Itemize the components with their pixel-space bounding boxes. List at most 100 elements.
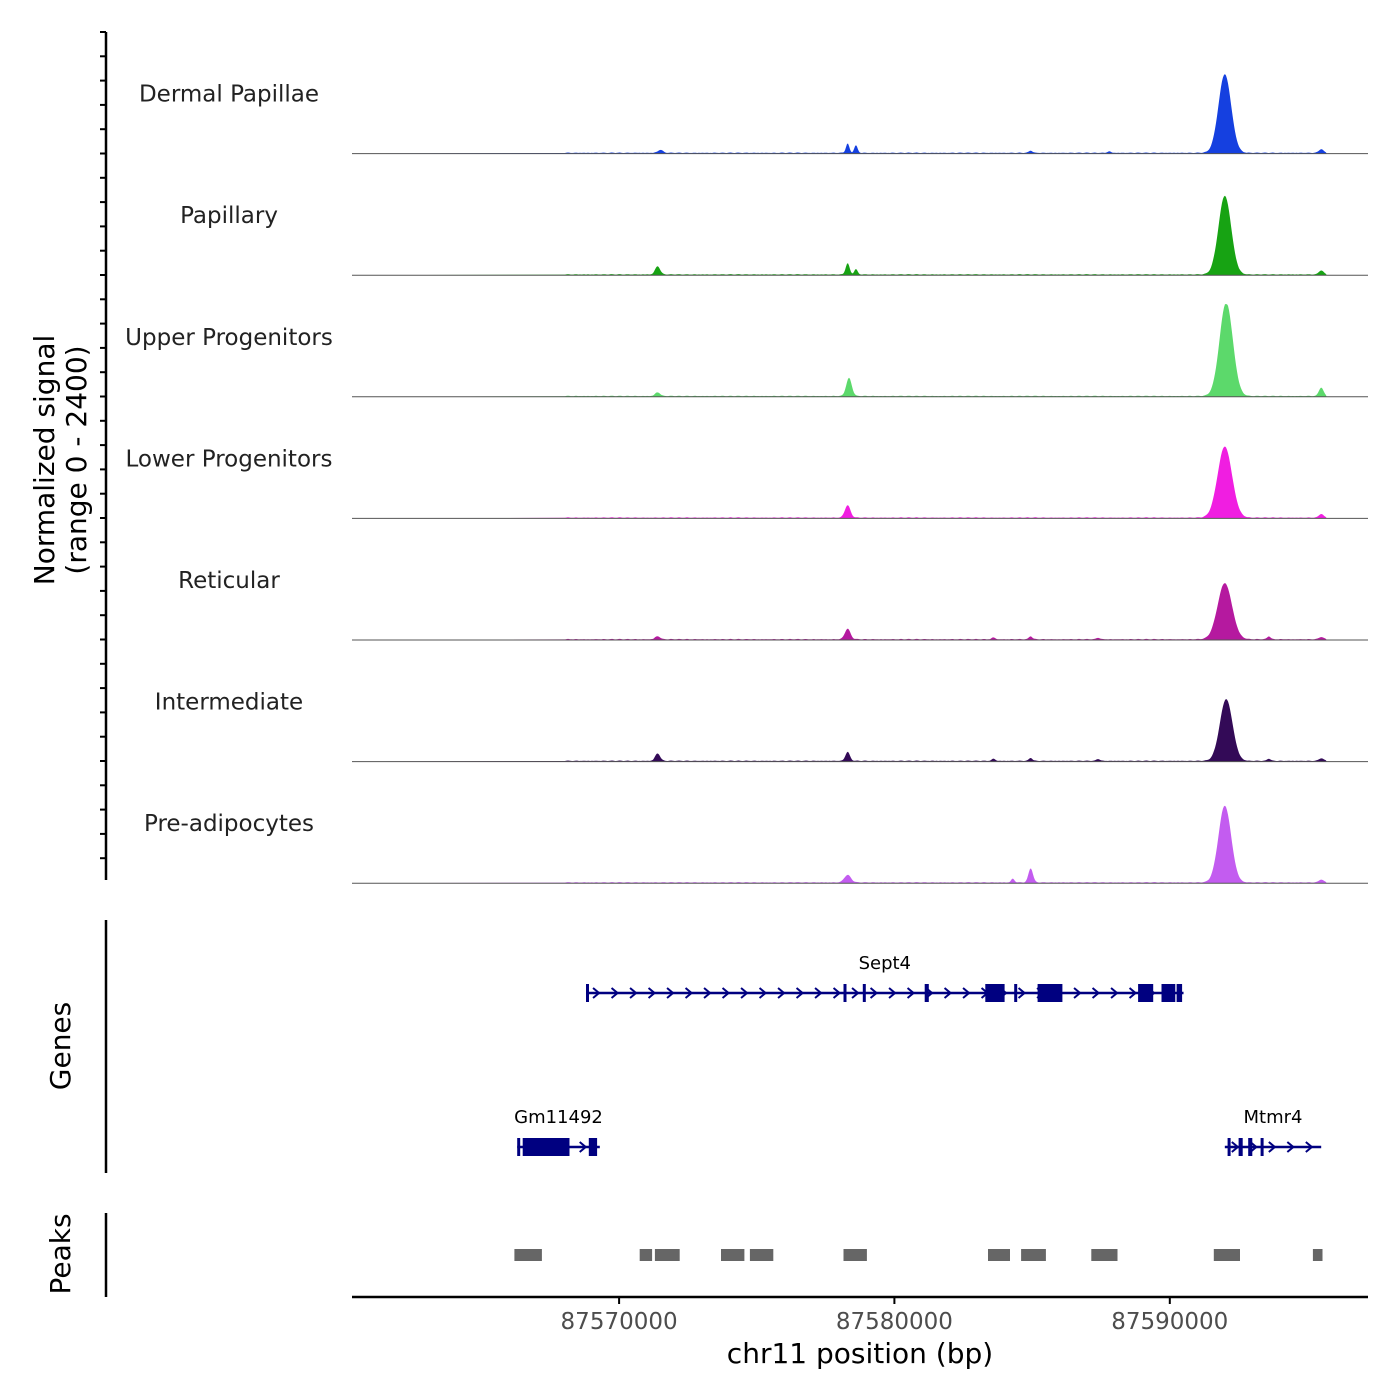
peak-region: [1091, 1249, 1118, 1261]
peak-region: [988, 1249, 1010, 1261]
peak-region: [639, 1249, 653, 1261]
strand-arrow: [1268, 1141, 1277, 1153]
track-label: Dermal Papillae: [139, 82, 319, 108]
x-tick-label: 87580000: [836, 1309, 953, 1335]
track-reticular: Reticular: [178, 568, 1368, 641]
strand-arrow: [1128, 987, 1138, 999]
strand-arrow: [684, 987, 694, 999]
genes-track: Sept4 Gm11492 Mtmr4: [104, 920, 1322, 1173]
track-label: Lower Progenitors: [126, 446, 333, 472]
track-label: Pre-adipocytes: [144, 811, 314, 837]
signal-area: [352, 583, 1327, 640]
strand-arrow: [943, 987, 953, 999]
x-tick-label: 87570000: [561, 1309, 678, 1335]
signal-area: [352, 805, 1327, 884]
strand-arrow: [1231, 1141, 1240, 1153]
strand-arrow: [1305, 1141, 1314, 1153]
exon: [1161, 984, 1176, 1002]
exon: [924, 984, 929, 1002]
peak-region: [1312, 1249, 1323, 1261]
signal-area: [352, 195, 1327, 276]
track-label: Intermediate: [155, 690, 303, 716]
strand-arrow: [647, 987, 657, 999]
peaks-track-label: Peaks: [44, 1213, 77, 1294]
peak-region: [721, 1249, 745, 1261]
track-dermal-papillae: Dermal Papillae: [139, 74, 1368, 155]
strand-arrow: [721, 987, 731, 999]
strand-arrow: [579, 1141, 588, 1153]
x-axis-label: chr11 position (bp): [727, 1337, 993, 1370]
peak-region: [654, 1249, 680, 1261]
exon: [1138, 984, 1154, 1002]
x-tick-label: 87590000: [1111, 1309, 1228, 1335]
gene-mtmr4: Mtmr4: [1224, 1107, 1322, 1156]
exon: [1037, 984, 1063, 1002]
track-lower-progenitors: Lower Progenitors: [126, 446, 1368, 519]
gene-name: Mtmr4: [1244, 1107, 1303, 1128]
signal-tracks: Dermal Papillae Papillary Upper Progenitor…: [100, 31, 1368, 884]
genes-track-label: Genes: [44, 1002, 77, 1090]
strand-arrow: [1110, 987, 1119, 999]
exon: [1248, 1138, 1253, 1156]
strand-arrow: [703, 987, 712, 999]
strand-arrow: [1091, 987, 1101, 999]
strand-arrow: [666, 987, 675, 999]
strand-arrow: [629, 987, 638, 999]
gene-name: Sept4: [859, 953, 911, 974]
gene-name: Gm11492: [514, 1107, 603, 1128]
track-label: Reticular: [178, 568, 280, 594]
strand-arrow: [888, 987, 897, 999]
strand-arrow: [1017, 987, 1027, 999]
exon: [843, 984, 847, 1002]
exon: [588, 1138, 598, 1156]
exon: [1176, 984, 1183, 1002]
strand-arrow: [851, 987, 860, 999]
exon: [1014, 984, 1018, 1002]
strand-arrow: [832, 987, 842, 999]
exon: [862, 984, 866, 1002]
strand-arrow: [592, 987, 601, 999]
peak-region: [514, 1249, 542, 1261]
signal-area: [352, 446, 1327, 519]
peak-region: [1213, 1249, 1240, 1261]
gene-sept4: Sept4: [586, 953, 1184, 1002]
exon: [1227, 1138, 1231, 1156]
signal-area: [352, 699, 1327, 762]
peaks-track: [104, 1213, 1323, 1297]
strand-arrow: [740, 987, 749, 999]
signal-area: [352, 74, 1327, 154]
exon: [586, 984, 589, 1002]
strand-arrow: [758, 987, 768, 999]
strand-arrow: [1286, 1141, 1295, 1153]
track-label: Upper Progenitors: [125, 325, 333, 351]
signal-area: [352, 304, 1327, 397]
exon: [522, 1138, 570, 1156]
strand-arrow: [610, 987, 620, 999]
x-axis: 87570000 87580000 87590000: [352, 1295, 1368, 1335]
strand-arrow: [1073, 987, 1082, 999]
track-upper-progenitors: Upper Progenitors: [125, 304, 1368, 398]
strand-arrow: [906, 987, 916, 999]
exon: [517, 1138, 521, 1156]
gene-gm11492: Gm11492: [514, 1107, 603, 1156]
strand-arrow: [869, 987, 879, 999]
exon: [1238, 1138, 1243, 1156]
exon: [1260, 1138, 1264, 1156]
track-pre-adipocytes: Pre-adipocytes: [144, 805, 1368, 884]
strand-arrow: [795, 987, 805, 999]
peak-region: [843, 1249, 867, 1261]
strand-arrow: [962, 987, 971, 999]
signal-y-axis-label: Normalized signal (range 0 - 2400): [28, 335, 93, 586]
strand-arrow: [814, 987, 823, 999]
peak-region: [749, 1249, 774, 1261]
strand-arrow: [1249, 1141, 1258, 1153]
exon: [985, 984, 1005, 1002]
y-axis-label-line2: (range 0 - 2400): [60, 345, 93, 574]
y-axis-label-line1: Normalized signal: [28, 335, 61, 586]
peak-region: [1021, 1249, 1046, 1261]
track-intermediate: Intermediate: [155, 690, 1368, 763]
track-label: Papillary: [180, 203, 278, 229]
strand-arrow: [777, 987, 786, 999]
track-papillary: Papillary: [180, 195, 1368, 276]
